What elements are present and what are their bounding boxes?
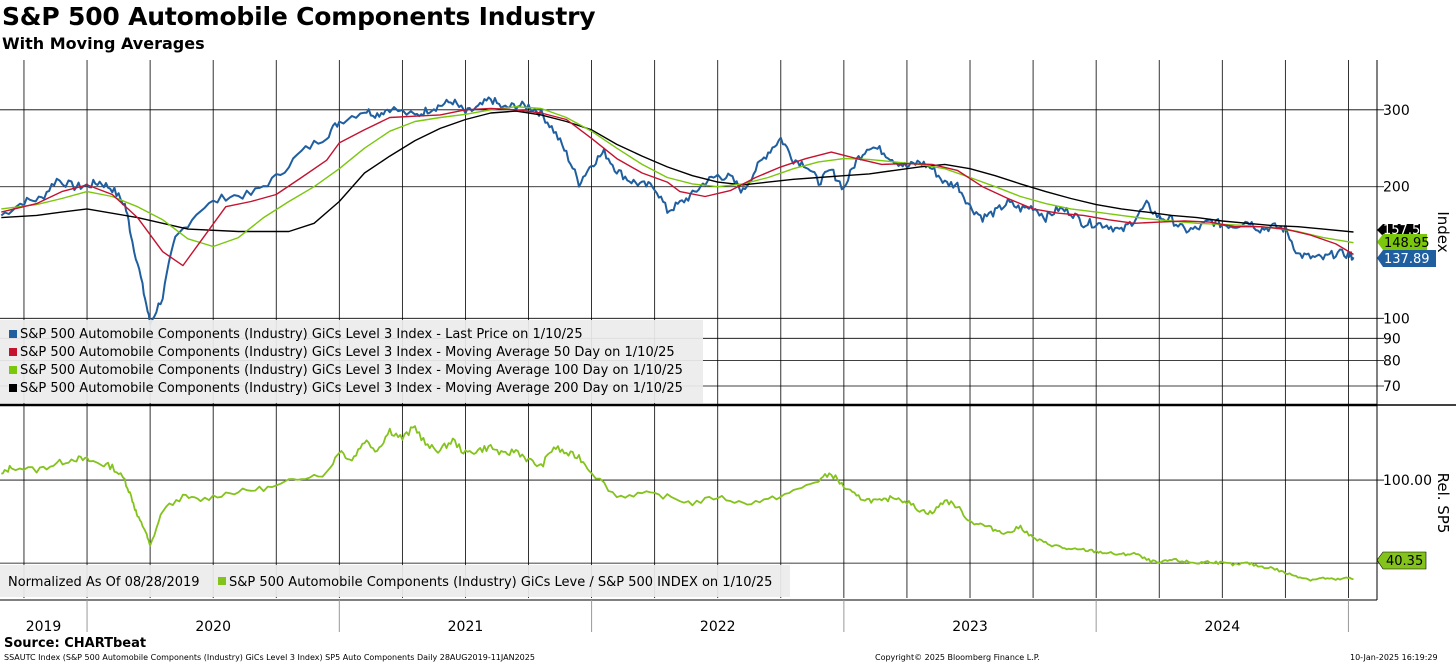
year-label: 2020 xyxy=(195,619,231,635)
legend-label-ma50: S&P 500 Automobile Components (Industry)… xyxy=(20,345,675,360)
series-line-relative xyxy=(1,425,1354,582)
year-label: 2022 xyxy=(700,619,736,635)
badge-relative: 40.35 xyxy=(1376,551,1427,570)
footer-copyright: Copyright© 2025 Bloomberg Finance L.P. xyxy=(875,653,1040,662)
footer-source: Source: CHARTbeat xyxy=(4,636,147,651)
year-label: 2021 xyxy=(448,619,484,635)
y-tick-label: 300 xyxy=(1383,103,1410,119)
series-line-last_price xyxy=(0,96,1355,326)
legend-label-ma100: S&P 500 Automobile Components (Industry)… xyxy=(20,363,683,378)
footer-timestamp: 10-Jan-2025 16:19:29 xyxy=(1350,653,1438,662)
year-label: 2019 xyxy=(26,619,62,635)
legend-swatch-relative xyxy=(218,577,226,585)
relative-legend: Normalized As Of 08/28/2019 S&P 500 Auto… xyxy=(0,565,790,597)
badge-ma100-bg xyxy=(1377,234,1427,250)
main-axis-title: Index xyxy=(1434,211,1452,252)
y-tick-label: 200 xyxy=(1383,180,1410,196)
badge-relative-text: 40.35 xyxy=(1386,554,1423,569)
main-series-group xyxy=(0,96,1355,326)
badge-ma100-text: 148.95 xyxy=(1384,236,1430,251)
series-line-ma200 xyxy=(1,110,1354,233)
legend-label-ma200: S&P 500 Automobile Components (Industry)… xyxy=(20,381,683,396)
relative-series-group xyxy=(1,425,1354,582)
badge-last-price-bg xyxy=(1377,250,1436,267)
main-y-ticks: 70 80 90 100 200 300 xyxy=(1383,103,1410,395)
legend-label-relative: S&P 500 Automobile Components (Industry)… xyxy=(229,575,772,590)
legend-swatch-ma100 xyxy=(9,366,17,374)
y-tick-label: 70 xyxy=(1383,379,1401,395)
y-tick-label: 90 xyxy=(1383,331,1401,347)
footer-description: SSAUTC Index (S&P 500 Automobile Compone… xyxy=(4,653,535,662)
legend-label-last-price: S&P 500 Automobile Components (Industry)… xyxy=(20,327,583,342)
chart-title: S&P 500 Automobile Components Industry xyxy=(2,2,596,31)
series-line-ma50 xyxy=(1,107,1354,267)
badge-ma100: 148.95 xyxy=(1377,234,1430,251)
badge-relative-bg xyxy=(1376,551,1427,570)
year-label: 2024 xyxy=(1204,619,1240,635)
badge-last-price: 137.89 xyxy=(1377,250,1436,267)
year-label: 2023 xyxy=(952,619,988,635)
x-year-labels: 2019 2020 2021 2022 2023 2024 xyxy=(26,600,1349,635)
relative-axis-title: Rel. SP5 xyxy=(1434,473,1452,534)
series-line-ma100 xyxy=(1,106,1354,248)
badge-ma200-bg xyxy=(1377,224,1420,236)
badge-last-price-text: 137.89 xyxy=(1384,252,1430,267)
relative-legend-note: Normalized As Of 08/28/2019 xyxy=(8,575,200,590)
chart-subtitle: With Moving Averages xyxy=(2,34,205,53)
main-legend: S&P 500 Automobile Components (Industry)… xyxy=(0,320,703,403)
y-tick-label: 80 xyxy=(1383,354,1401,370)
legend-swatch-ma200 xyxy=(9,384,17,392)
legend-swatch-last-price xyxy=(9,330,17,338)
y-tick-label: 100.00 xyxy=(1383,473,1432,489)
legend-swatch-ma50 xyxy=(9,348,17,356)
relative-legend-bg xyxy=(0,565,790,597)
y-tick-label: 100 xyxy=(1383,311,1410,327)
main-legend-bg xyxy=(0,320,703,403)
